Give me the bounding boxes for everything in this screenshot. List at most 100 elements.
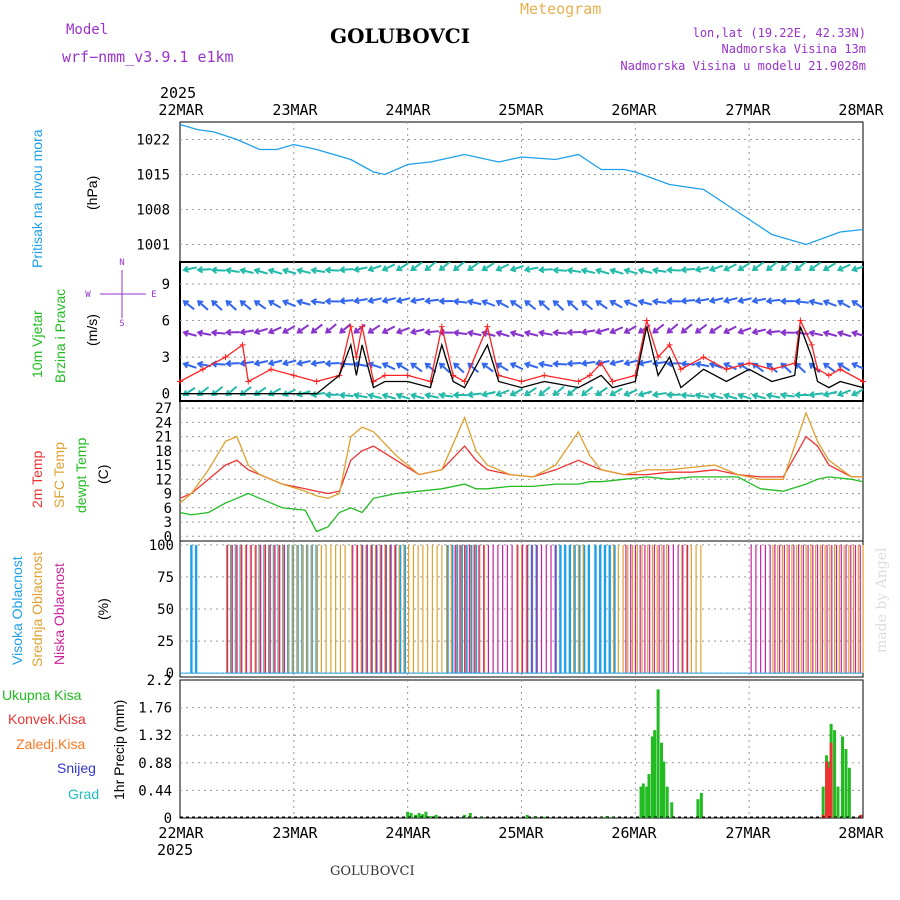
wind-arrow-head xyxy=(851,330,858,338)
wind-arrow xyxy=(639,300,653,306)
wind-arrow xyxy=(425,262,437,271)
y-tick-label: 0.44 xyxy=(138,783,172,799)
wind-arrow xyxy=(211,300,223,311)
wind-arrow xyxy=(354,298,368,303)
precip-total-bar xyxy=(662,761,666,818)
wind-arrow-head xyxy=(851,390,858,397)
precip-conv-bar xyxy=(859,814,863,818)
wind-arrow-head xyxy=(182,300,190,307)
wind-arrow xyxy=(283,300,296,308)
wind-arrow-head xyxy=(680,360,687,368)
wind-arrow xyxy=(809,300,823,306)
wind-axis-subtitle: Brzina i Pravac xyxy=(52,289,68,383)
legend-snow: Snijeg xyxy=(57,760,96,776)
wind-arrow-head xyxy=(524,300,531,307)
wind-arrow-head xyxy=(595,389,602,397)
wind-arrow-head xyxy=(338,297,346,305)
wind-arrow-head xyxy=(281,390,289,397)
wind-arrow xyxy=(468,300,482,306)
wind-arrow xyxy=(183,362,197,369)
date-tick-label: 25MAR xyxy=(498,824,544,842)
wind-arrow xyxy=(539,268,553,271)
y-tick-label: 75 xyxy=(157,570,174,586)
wind-arrow-head xyxy=(438,264,446,272)
wind-arrow xyxy=(582,360,596,365)
wind-arrow xyxy=(823,362,836,373)
wind-arrow-head xyxy=(466,298,474,306)
wind-arrow-head xyxy=(552,360,559,368)
y-tick-label: 1.32 xyxy=(138,728,172,744)
wind-arrow-head xyxy=(537,360,545,368)
year-bottom: 2025 xyxy=(157,841,193,859)
wind-arrow-head xyxy=(452,329,460,337)
wind-arrow xyxy=(311,323,323,334)
compass-n: N xyxy=(119,258,124,268)
wind-arrow-head xyxy=(281,267,289,275)
wind-arrow-head xyxy=(324,266,332,274)
wind-arrow-head xyxy=(766,362,773,369)
wind-arrow-head xyxy=(609,267,616,275)
wind-arrow xyxy=(852,300,863,310)
wind-arrow-head xyxy=(253,267,261,275)
wind-speed-point xyxy=(199,366,206,373)
wind-arrow-head xyxy=(509,390,517,397)
wind-arrow-head xyxy=(281,299,289,306)
wind-arrow-head xyxy=(723,327,730,335)
wind-arrow xyxy=(226,362,240,365)
wind-arrow-head xyxy=(296,267,303,275)
wind-arrow xyxy=(340,268,354,271)
wind-arrow-head xyxy=(424,362,431,369)
wind-arrow-head xyxy=(409,328,417,336)
wind-arrow-head xyxy=(481,362,488,369)
wind-arrow-head xyxy=(537,266,545,274)
wind-arrow-head xyxy=(395,392,403,400)
wind-arrow xyxy=(240,269,254,274)
wind-arrow-head xyxy=(680,297,687,305)
wind-arrow xyxy=(710,394,724,400)
wind-arrow-head xyxy=(196,300,204,307)
wind-arrow xyxy=(368,394,382,400)
wind-arrow-head xyxy=(395,362,403,369)
wind-arrow xyxy=(297,269,311,274)
precip-total-bar xyxy=(844,749,848,818)
wind-arrow-head xyxy=(467,264,474,272)
wind-arrow xyxy=(425,330,439,334)
wind-arrow-head xyxy=(751,297,759,305)
wind-arrow xyxy=(283,359,297,365)
wind-arrow xyxy=(667,323,679,334)
wind-arrow-head xyxy=(694,327,702,334)
compass-w: W xyxy=(85,290,91,300)
wind-arrow-head xyxy=(296,390,303,398)
wind-arrow xyxy=(482,390,496,396)
wind-arrow xyxy=(752,394,766,400)
date-tick-label: 24MAR xyxy=(385,101,431,119)
wind-arrow-head xyxy=(381,392,389,400)
wind-arrow xyxy=(397,326,410,334)
wind-arrow xyxy=(610,387,623,396)
wind-arrow-head xyxy=(523,361,531,369)
wind-arrow-head xyxy=(324,327,332,334)
wind-arrow-head xyxy=(224,359,232,368)
wind-arrow xyxy=(596,300,608,310)
wind-arrow xyxy=(539,362,553,368)
wind-arrow xyxy=(681,267,696,271)
wind-arrow-head xyxy=(623,267,631,275)
wind-arrow xyxy=(681,394,696,398)
wind-arrow-head xyxy=(453,362,460,369)
wind-arrow-head xyxy=(267,327,275,335)
wind-arrow-head xyxy=(211,389,218,397)
precip-total-bar xyxy=(641,783,645,818)
wind-arrow xyxy=(368,297,382,303)
wind-speed-point xyxy=(746,360,753,367)
year-top: 2025 xyxy=(160,84,196,102)
wind-arrow-head xyxy=(723,392,730,400)
wind-speed-point xyxy=(222,354,229,361)
wind-arrow-head xyxy=(737,392,745,400)
wind-arrow-head xyxy=(481,299,488,306)
wind-arrow-head xyxy=(822,329,830,337)
wind-speed-point xyxy=(598,360,605,367)
wind-arrow xyxy=(767,298,781,303)
wind-speed-point xyxy=(808,341,815,348)
wind-arrow-head xyxy=(566,359,573,368)
